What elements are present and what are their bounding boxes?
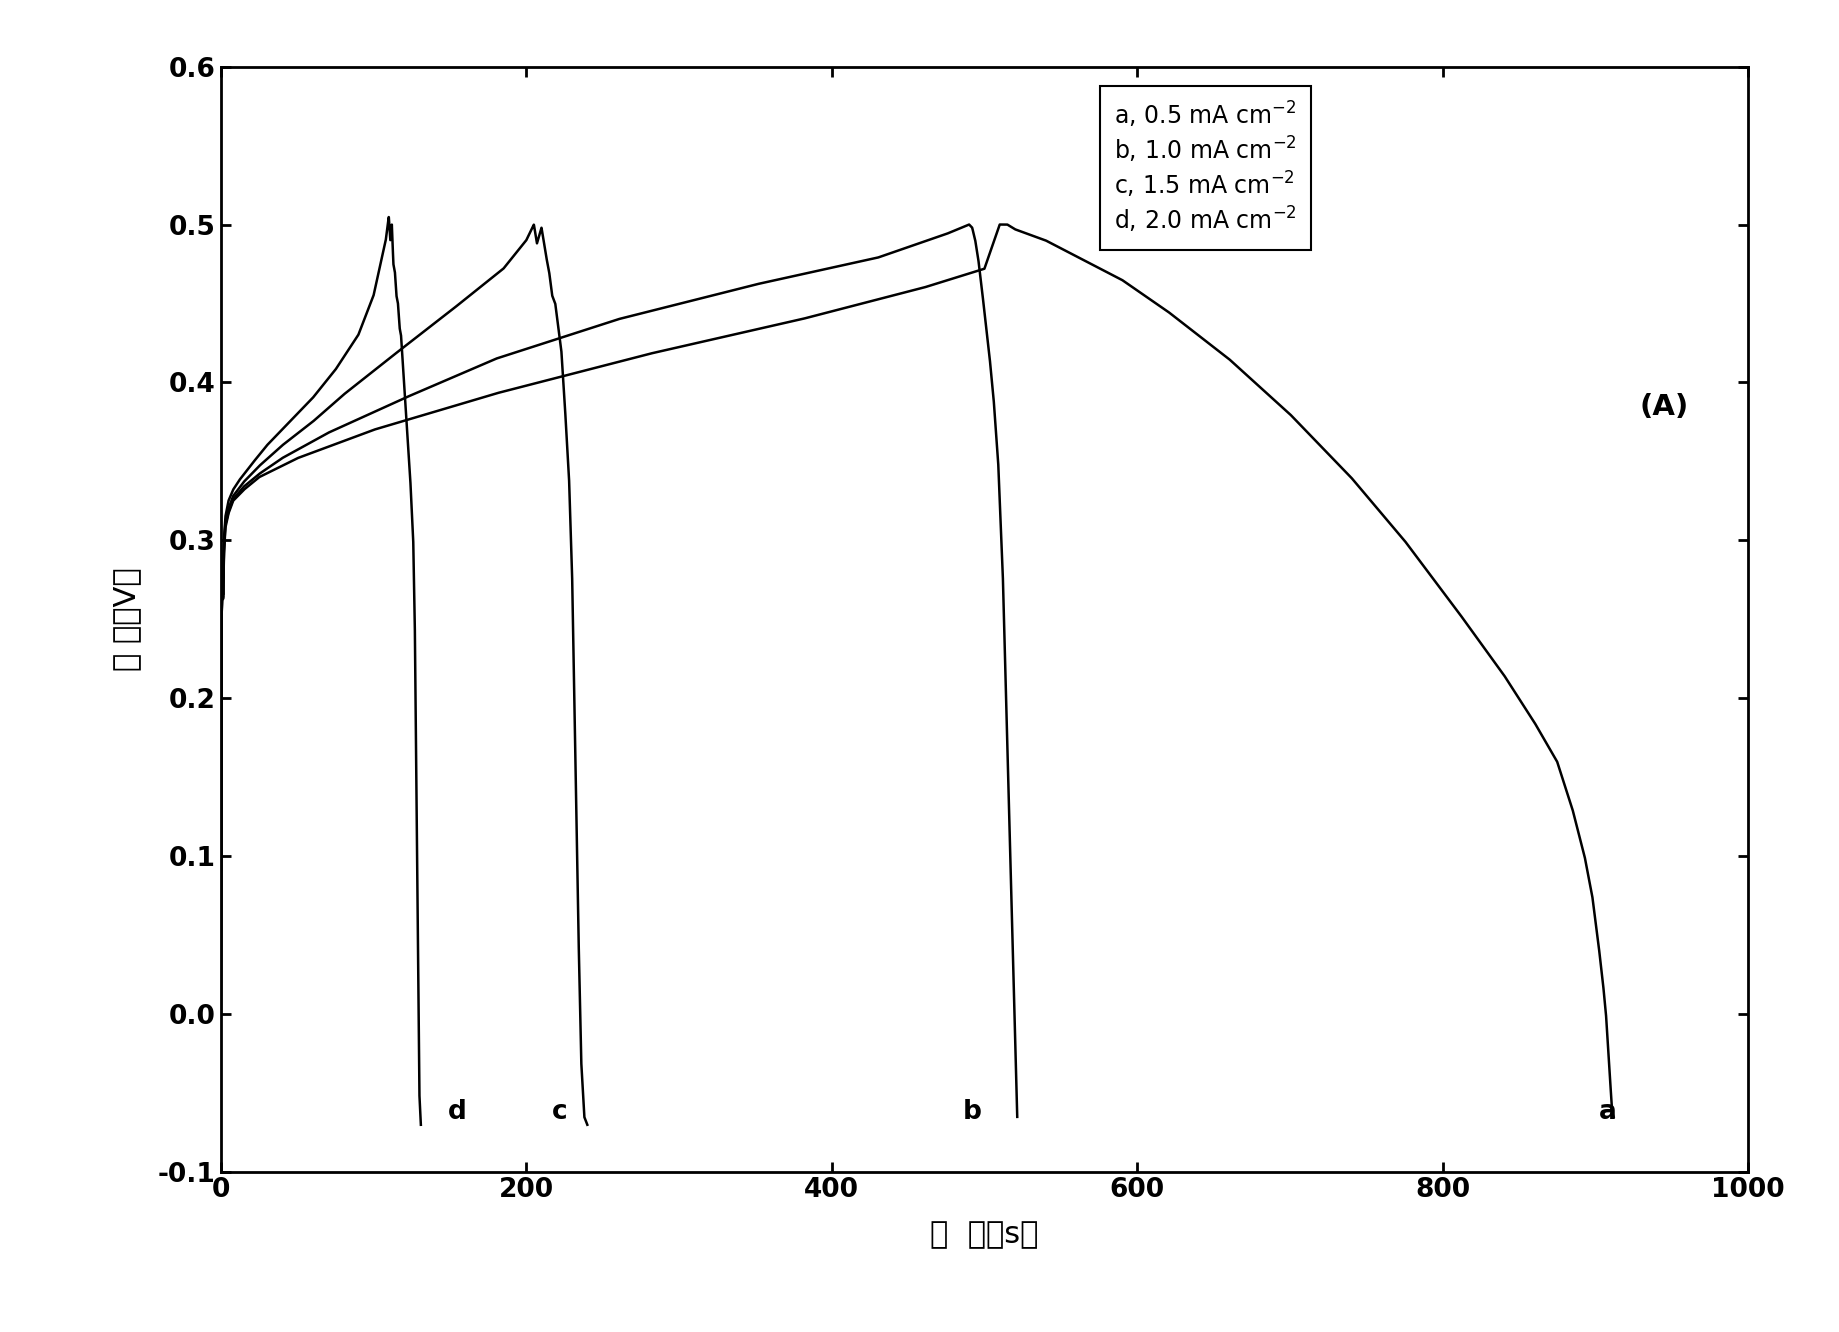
Y-axis label: 电 势（V）: 电 势（V） — [112, 567, 142, 671]
Text: a: a — [1598, 1099, 1615, 1126]
Text: c: c — [552, 1099, 568, 1126]
Text: (A): (A) — [1639, 393, 1688, 421]
Text: a, 0.5 mA cm$^{-2}$
b, 1.0 mA cm$^{-2}$
c, 1.5 mA cm$^{-2}$
d, 2.0 mA cm$^{-2}$: a, 0.5 mA cm$^{-2}$ b, 1.0 mA cm$^{-2}$ … — [1114, 100, 1296, 236]
X-axis label: 时  间（s）: 时 间（s） — [931, 1220, 1037, 1248]
Text: d: d — [449, 1099, 467, 1126]
Text: b: b — [962, 1099, 980, 1126]
